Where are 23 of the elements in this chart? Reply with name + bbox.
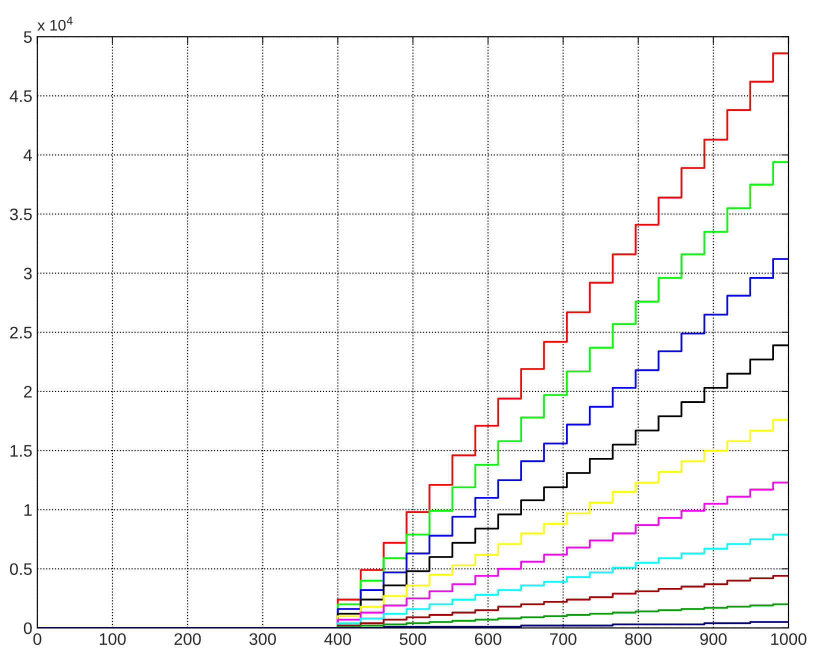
x-tick-label: 900 [700,633,727,646]
y-tick-label: 2 [24,386,32,398]
y-tick-label: 0 [24,622,32,634]
y-tick-label: 0.5 [10,563,32,576]
x-tick-label: 0 [33,633,42,646]
x-tick-label: 100 [100,633,126,646]
y-tick-label: 4.5 [10,90,32,102]
x-tick-label: 600 [474,633,502,646]
x-tick-label: 700 [550,633,576,646]
y-tick-label: 2.5 [10,326,32,339]
x-tick-label: 800 [625,633,652,646]
y-tick-label: 5 [24,31,32,43]
x-tick-label: 200 [174,633,201,646]
x-tick-label: 300 [249,633,276,646]
y-tick-label: 1.5 [10,445,32,457]
y-tick-label: 3.5 [10,208,32,220]
x-tick-label: 1000 [771,633,806,646]
x-tick-label: 500 [400,633,426,646]
y-tick-label: 4 [24,150,32,162]
y-tick-label: 1 [24,504,32,516]
text: x 10$^{4}$ [38,16,73,31]
y-tick-label: 3 [24,268,32,280]
x-tick-label: 400 [324,633,352,646]
